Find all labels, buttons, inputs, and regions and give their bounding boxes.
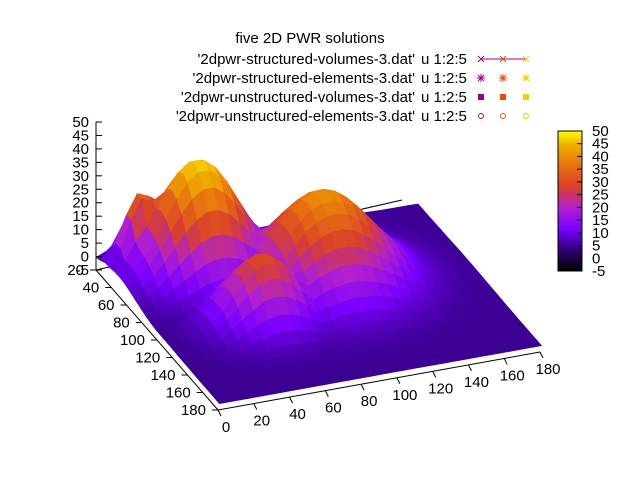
z-tick-label: 50 [72,114,89,131]
x-tick-label: 100 [392,387,417,404]
x-tick-mark [396,377,401,385]
legend-marker [499,55,507,63]
z-tick-label: 20 [72,195,89,212]
x-tick-label: 80 [361,393,378,410]
x-axis-line [217,351,541,411]
colorbox-tick-label: -5 [592,263,605,280]
colorbox-tick-label: 20 [592,199,609,216]
y-tick-label: 60 [98,297,115,314]
legend-marker [477,74,485,82]
legend-marker [478,113,484,119]
x-tick-label: 40 [289,406,306,423]
colorbox [557,130,583,272]
z-tick-label: 15 [72,208,89,225]
x-tick-label: 20 [253,413,270,430]
legend-entry-file: '2dpwr-unstructured-elements-3.dat' [176,108,415,125]
z-tick-label: 5 [81,235,89,252]
colorbox-tick-label: 25 [592,187,609,204]
legend-entry-file: '2dpwr-structured-volumes-3.dat' [198,51,416,68]
y-tick-label: 80 [113,315,130,332]
legend-marker [523,94,529,100]
x-ticks: 0 20 40 60 80 100 120 140 160 180 [217,351,561,436]
x-tick-label: 0 [222,419,230,436]
z-tick-label: 45 [72,127,89,144]
legend-marker [499,74,507,82]
colorbox-tick-label: 15 [592,212,609,229]
legend-marker [478,94,484,100]
x-tick-label: 60 [325,400,342,417]
x-tick-mark [432,371,437,378]
z-tick-label: 25 [72,181,89,198]
x-tick-mark [289,396,294,404]
x-tick-mark [360,383,365,391]
surface-cell [525,340,543,348]
legend-entry-file: '2dpwr-structured-elements-3.dat' [193,70,416,87]
legend-marker [522,55,530,63]
x-tick-label: 120 [428,380,453,397]
legend-entry-using: u 1:2:5 [421,70,467,87]
colorbox-tick-label: 30 [592,174,609,191]
colorbox-tick-label: 50 [592,123,609,140]
x-tick-mark [253,403,258,410]
z-tick-label: 35 [72,154,89,171]
x-tick-label: 140 [464,374,489,391]
z-tick-label: 40 [72,141,89,158]
y-tick-label: 180 [181,402,206,419]
colorbox-tick-label: 5 [592,238,600,255]
legend-marker [523,113,529,119]
legend-marker [500,94,506,100]
colorbox-gradient [557,130,583,272]
legend-entry-file: '2dpwr-unstructured-volumes-3.dat' [181,89,415,106]
legend-entry-using: u 1:2:5 [421,89,467,106]
y-tick-label: 140 [150,367,175,384]
surface [95,159,543,405]
colorbox-tick-label: 40 [592,148,609,165]
x-tick-label: 160 [500,367,525,384]
y-tick-label: 40 [83,280,100,297]
z-tick-label: 10 [72,222,89,239]
z-tick-label: -5 [76,262,89,279]
x-tick-mark [539,351,544,359]
legend-marker [477,55,485,63]
chart-title: five 2D PWR solutions [235,30,384,47]
legend-marker [500,113,506,119]
colorbox-tick-label: 0 [592,250,600,267]
colorbox-tick-label: 10 [592,225,609,242]
y-tick-label: 160 [166,385,191,402]
colorbox-tick-label: 35 [592,161,609,178]
legend-entry-using: u 1:2:5 [421,51,467,68]
legend-marker [522,74,530,82]
y-tick-label: 20 [67,262,84,279]
legend-entry-using: u 1:2:5 [421,108,467,125]
y-tick-label: 100 [120,332,145,349]
x-tick-label: 180 [535,361,560,378]
z-tick-label: 0 [81,249,89,266]
colorbox-tick-label: 45 [592,136,609,153]
x-tick-mark [467,364,472,372]
y-tick-label: 120 [135,350,160,367]
z-tick-label: 30 [72,168,89,185]
x-tick-mark [217,409,222,417]
x-tick-mark [324,390,329,397]
x-tick-mark [503,358,508,365]
legend: '2dpwr-structured-volumes-3.dat' u 1:2:5 '… [176,51,530,125]
